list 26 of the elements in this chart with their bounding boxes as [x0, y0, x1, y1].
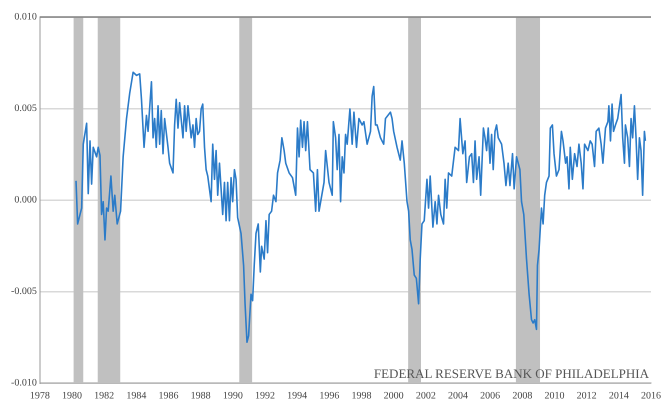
- x-tick-label: 2006: [480, 390, 500, 402]
- x-tick-label: 2008: [512, 390, 532, 402]
- y-tick-label: 0.000: [14, 194, 37, 206]
- x-tick-label: 1996: [319, 390, 340, 402]
- y-tick-label: -0.010: [10, 378, 37, 389]
- x-tick-label: 2010: [544, 390, 564, 402]
- y-tick-label: 0.005: [14, 103, 37, 114]
- x-tick-label: 2004: [448, 390, 468, 402]
- x-tick-label: 2002: [416, 390, 436, 402]
- x-tick-label: 1992: [255, 390, 275, 402]
- annotation: FEDERAL RESERVE BANK OF PHILADELPHIA: [374, 366, 650, 381]
- x-tick-label: 1990: [222, 390, 243, 402]
- x-tick-label: 1978: [30, 390, 50, 402]
- x-tick-label: 2012: [576, 390, 597, 402]
- x-tick-label: 1998: [352, 390, 372, 402]
- x-tick-label: 1986: [158, 390, 178, 402]
- x-tick-label: 1982: [94, 390, 114, 402]
- x-tick-label: 1988: [190, 390, 211, 402]
- x-tick-label: 2014: [608, 390, 629, 402]
- x-tick-label: 2000: [384, 390, 404, 402]
- x-tick-label: 1984: [126, 390, 146, 402]
- x-tick-label: 1994: [287, 390, 308, 402]
- x-tick-label: 1980: [62, 390, 82, 402]
- y-tick-label: 0.010: [14, 12, 37, 23]
- y-tick-label: -0.005: [10, 286, 37, 298]
- x-tick-label: 2016: [641, 390, 661, 402]
